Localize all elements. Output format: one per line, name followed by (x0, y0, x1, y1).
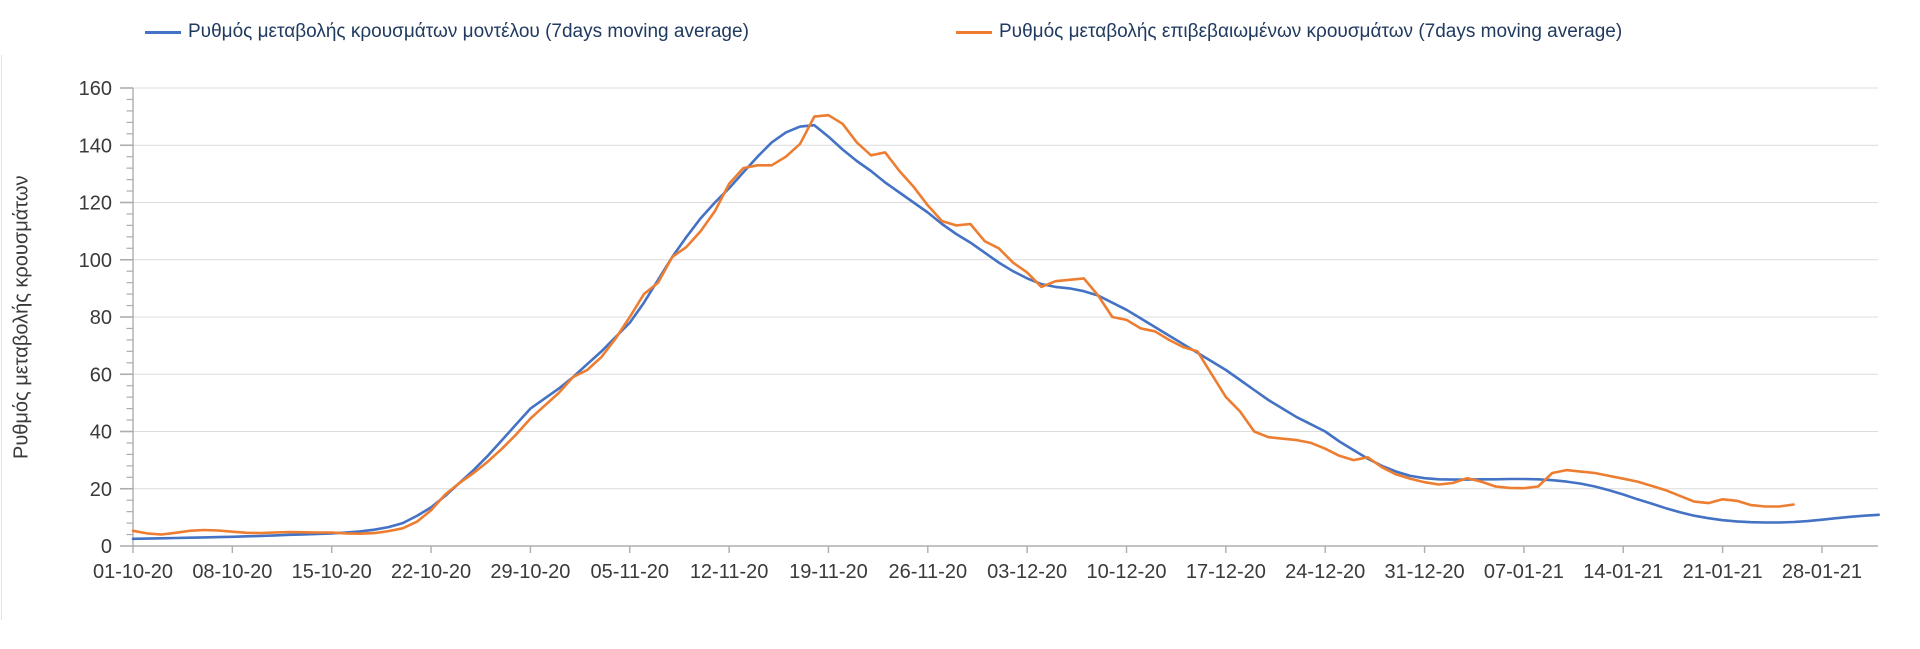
x-tick-label: 17-12-20 (1186, 561, 1266, 583)
legend-label-confirmed: Ρυθμός μεταβολής επιβεβαιωμένων κρουσμάτ… (999, 21, 1623, 42)
x-tick-label: 14-01-21 (1583, 561, 1663, 583)
x-tick-label: 08-10-20 (192, 561, 272, 583)
x-tick-label: 19-11-20 (789, 561, 868, 583)
y-tick-label: 100 (79, 250, 112, 272)
x-tick-label: 07-01-21 (1484, 561, 1564, 583)
y-tick-label: 80 (90, 307, 112, 329)
legend-label-model: Ρυθμός μεταβολής κρουσμάτων μοντέλου (7d… (188, 21, 749, 42)
x-tick-label: 24-12-20 (1285, 561, 1365, 583)
y-axis-title: Ρυθμός μεταβολής κρουσμάτων (10, 175, 33, 459)
legend-item-model: Ρυθμός μεταβολής κρουσμάτων μοντέλου (7d… (145, 20, 749, 44)
legend-item-confirmed: Ρυθμός μεταβολής επιβεβαιωμένων κρουσμάτ… (956, 20, 1622, 44)
x-tick-labels: 01-10-20 08-10-20 15-10-20 22-10-20 29-10-20… (93, 561, 1862, 583)
y-tick-label: 40 (90, 422, 112, 444)
x-tick-label: 01-10-20 (93, 561, 173, 583)
x-tick-label: 28-01-21 (1782, 561, 1862, 583)
window-edge-line (1, 55, 2, 620)
x-tick-label: 26-11-20 (889, 561, 968, 583)
series-line-model (131, 123, 1880, 541)
y-tick-label: 160 (79, 78, 112, 100)
y-tick-label: 120 (79, 193, 112, 215)
x-tick-label: 15-10-20 (292, 561, 372, 583)
x-tick-label: 05-11-20 (590, 561, 669, 583)
y-tick-label: 140 (79, 135, 112, 157)
y-tick-label: 60 (90, 364, 112, 386)
y-tick-labels: 0 20 40 60 80 100 120 140 160 (79, 78, 112, 558)
x-tick-label: 29-10-20 (490, 561, 570, 583)
x-tick-label: 21-01-21 (1683, 561, 1763, 583)
x-tick-label: 10-12-20 (1086, 561, 1166, 583)
x-tick-label: 22-10-20 (391, 561, 471, 583)
legend-line-swatch-model (145, 30, 181, 34)
axes (120, 87, 1878, 553)
series-line-confirmed (131, 113, 1795, 536)
y-tick-label: 0 (101, 536, 112, 558)
gridlines (133, 87, 1878, 490)
x-tick-label: 31-12-20 (1385, 561, 1465, 583)
y-tick-label: 20 (90, 479, 112, 501)
legend-line-swatch-confirmed (956, 30, 992, 34)
x-tick-label: 03-12-20 (987, 561, 1067, 583)
x-tick-label: 12-11-20 (690, 561, 769, 583)
